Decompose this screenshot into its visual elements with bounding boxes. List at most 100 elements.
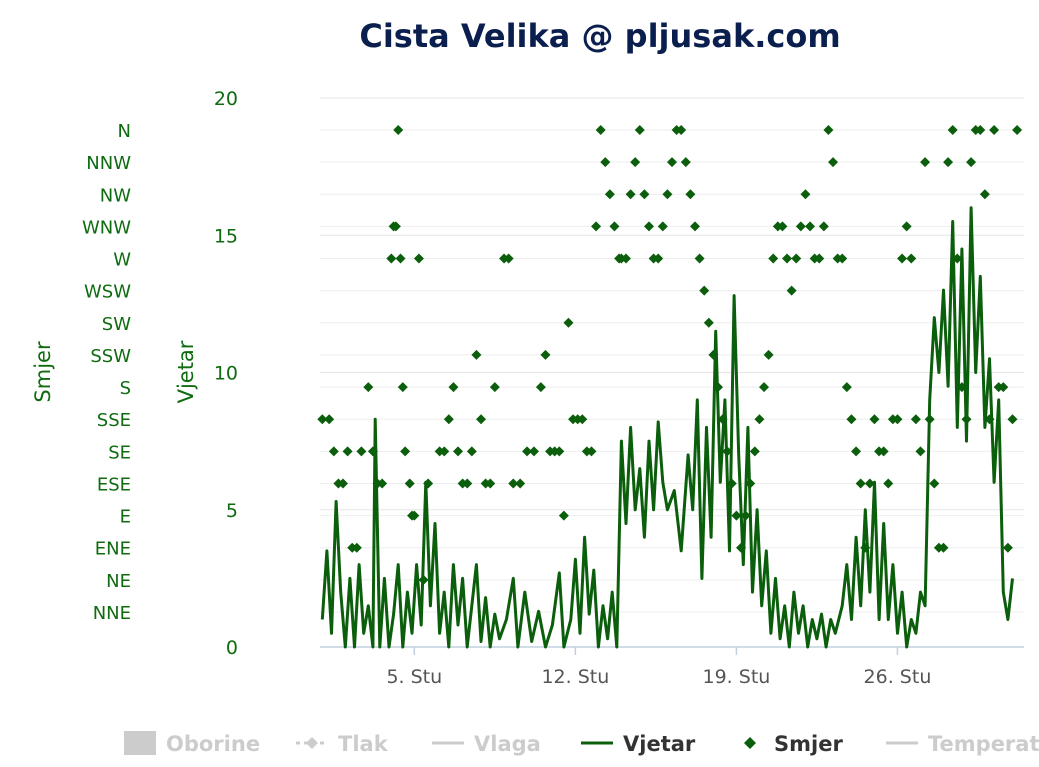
direction-tick-label: ENE xyxy=(95,539,131,560)
direction-point xyxy=(989,125,1000,135)
direction-point xyxy=(818,221,829,232)
direction-tick-label: SW xyxy=(102,314,131,335)
direction-point xyxy=(535,382,546,393)
direction-point xyxy=(558,510,569,521)
direction-point xyxy=(956,382,967,393)
x-tick-label: 5. Stu xyxy=(386,666,442,688)
direction-point xyxy=(745,478,756,489)
direction-point xyxy=(363,382,374,393)
direction-point xyxy=(952,253,963,264)
direction-point xyxy=(975,125,986,135)
direction-point xyxy=(540,349,551,360)
direction-point xyxy=(786,285,797,296)
direction-point xyxy=(726,478,737,489)
direction-point xyxy=(740,510,751,521)
direction-point xyxy=(471,349,482,360)
direction-point xyxy=(699,285,710,296)
direction-point xyxy=(609,221,620,232)
direction-tick-label: ESE xyxy=(97,474,131,495)
legend-item-tlak[interactable]: Tlak xyxy=(296,732,389,756)
direction-tick-label: NNW xyxy=(86,153,131,174)
legend-item-vjetar[interactable]: Vjetar xyxy=(581,732,696,756)
direction-point xyxy=(657,221,668,232)
direction-point xyxy=(377,478,388,489)
direction-point xyxy=(328,446,339,457)
direction-point xyxy=(680,157,691,168)
direction-point xyxy=(591,221,602,232)
legend-label: Oborine xyxy=(166,732,260,756)
direction-point xyxy=(906,253,917,264)
speed-tick-label: 15 xyxy=(214,225,238,247)
direction-point xyxy=(439,446,450,457)
direction-point xyxy=(855,478,866,489)
direction-point xyxy=(554,446,565,457)
direction-point xyxy=(694,253,705,264)
direction-point xyxy=(947,125,958,135)
wind-speed-line xyxy=(320,206,1014,649)
direction-tick-label: NW xyxy=(100,185,131,206)
direction-point xyxy=(630,157,641,168)
direction-point xyxy=(485,478,496,489)
direction-point xyxy=(703,317,714,328)
direction-point xyxy=(367,446,378,457)
direction-point xyxy=(915,446,926,457)
legend-label: Smjer xyxy=(774,732,843,756)
legend-item-oborine[interactable]: Oborine xyxy=(124,731,260,756)
x-axis: 5. Stu 12. Stu 19. Stu 26. Stu xyxy=(386,647,931,688)
direction-point xyxy=(998,382,1009,393)
legend-marker xyxy=(744,737,756,749)
direction-point xyxy=(662,189,673,200)
direction-point xyxy=(604,189,615,200)
direction-tick-label: NE xyxy=(106,571,131,592)
direction-point xyxy=(883,478,894,489)
direction-point xyxy=(910,414,921,425)
legend-label: Tlak xyxy=(338,732,389,756)
direction-point xyxy=(317,414,328,425)
direction-point xyxy=(386,253,397,264)
direction-point xyxy=(961,414,972,425)
direction-point xyxy=(685,189,696,200)
direction-point xyxy=(356,446,367,457)
direction-point xyxy=(966,157,977,168)
direction-point xyxy=(828,157,839,168)
direction-point xyxy=(515,478,526,489)
direction-point xyxy=(595,125,606,135)
direction-point xyxy=(338,478,349,489)
direction-tick-label: WSW xyxy=(84,282,131,303)
direction-point xyxy=(390,221,401,232)
direction-point xyxy=(423,478,434,489)
x-tick-label: 12. Stu xyxy=(541,666,609,688)
legend-item-smjer[interactable]: Smjer xyxy=(744,732,843,756)
speed-axis-title: Vjetar xyxy=(174,340,198,403)
direction-point xyxy=(508,478,519,489)
speed-tick-label: 20 xyxy=(214,88,238,110)
direction-point xyxy=(814,253,825,264)
speed-tick-label: 5 xyxy=(226,500,238,522)
direction-point xyxy=(924,414,935,425)
speed-tick-label: 10 xyxy=(214,363,238,385)
direction-point xyxy=(979,189,990,200)
direction-point xyxy=(466,446,477,457)
direction-point xyxy=(667,157,677,168)
direction-point xyxy=(448,382,459,393)
speed-tick-label: 0 xyxy=(226,637,238,659)
direction-point xyxy=(462,478,473,489)
direction-point xyxy=(489,382,500,393)
direction-point xyxy=(620,253,631,264)
legend-item-temperatu[interactable]: Temperatu xyxy=(886,732,1039,756)
direction-point xyxy=(522,446,533,457)
direction-point xyxy=(708,349,719,360)
direction-point xyxy=(869,414,880,425)
direction-point xyxy=(397,382,408,393)
direction-point xyxy=(901,221,912,232)
legend-item-vlaga[interactable]: Vlaga xyxy=(432,732,541,756)
direction-point xyxy=(503,253,514,264)
direction-point xyxy=(938,542,949,553)
direction-point xyxy=(800,189,811,200)
direction-tick-label: SE xyxy=(108,442,131,463)
direction-point xyxy=(749,446,760,457)
grid-lines xyxy=(320,97,1024,648)
legend-marker xyxy=(306,737,318,749)
direction-point xyxy=(791,253,802,264)
